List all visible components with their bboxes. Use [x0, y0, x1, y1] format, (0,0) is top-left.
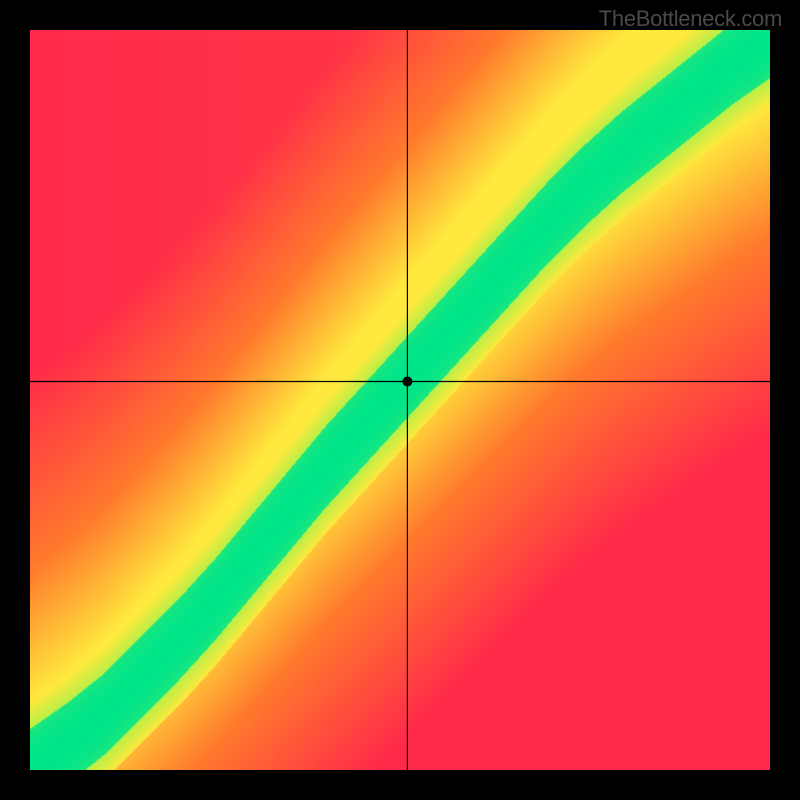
chart-container: TheBottleneck.com [0, 0, 800, 800]
heatmap-canvas [30, 30, 770, 770]
watermark-text: TheBottleneck.com [599, 6, 782, 32]
